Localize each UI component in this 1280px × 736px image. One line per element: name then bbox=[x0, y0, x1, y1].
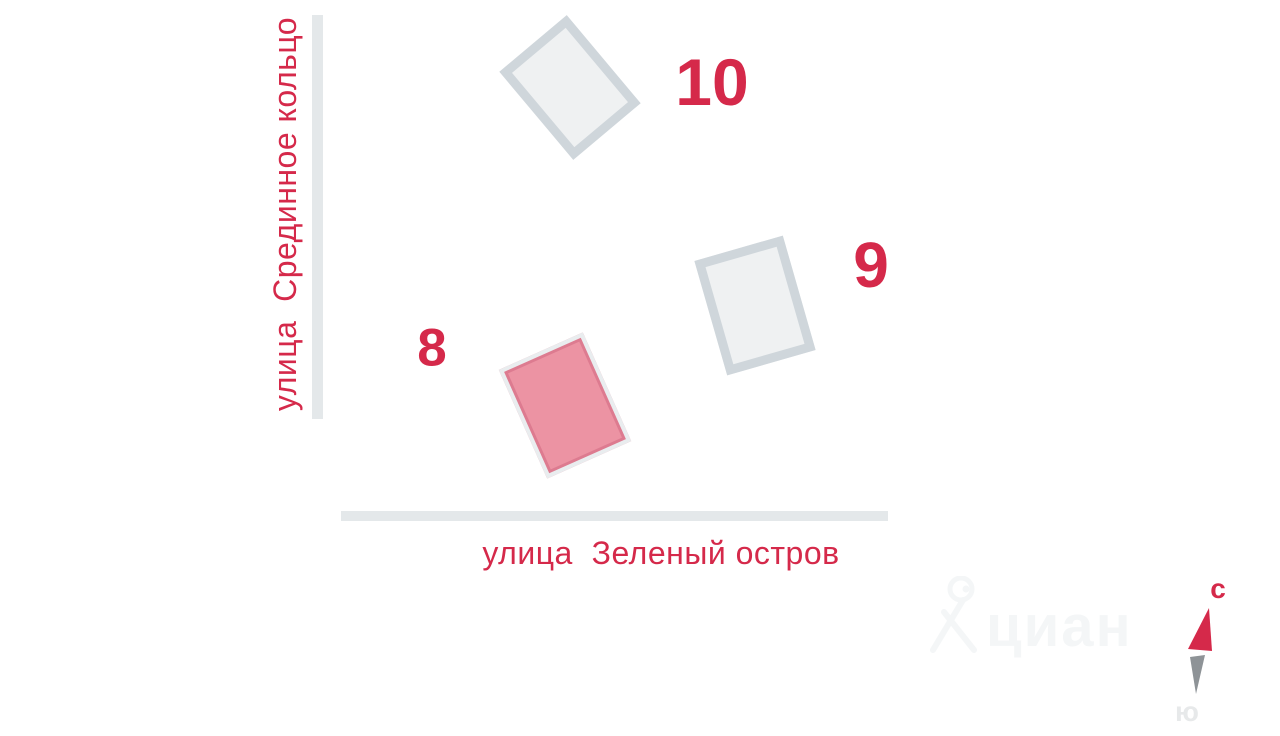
building-8-number: 8 bbox=[417, 318, 447, 378]
building-10-shape[interactable] bbox=[499, 15, 641, 160]
building-9-shape[interactable] bbox=[694, 235, 816, 376]
building-10-number: 10 bbox=[675, 45, 749, 119]
street-line-sredinnoe-koltso bbox=[312, 15, 323, 419]
compass-south-label: ю bbox=[1175, 696, 1199, 727]
building-8-shape-highlighted[interactable] bbox=[498, 332, 632, 479]
street-label-sredinnoe-koltso: улица Срединное кольцо bbox=[267, 16, 303, 412]
compass-needle-icon bbox=[1188, 608, 1212, 694]
cian-watermark-text: циан bbox=[986, 594, 1133, 659]
street-line-zeleny-ostrov bbox=[341, 511, 888, 521]
building-9-number: 9 bbox=[853, 229, 889, 301]
cian-watermark-pin-icon bbox=[930, 576, 977, 653]
compass-north-label: с bbox=[1210, 573, 1226, 604]
street-label-zeleny-ostrov: улица Зеленый остров bbox=[482, 535, 840, 571]
